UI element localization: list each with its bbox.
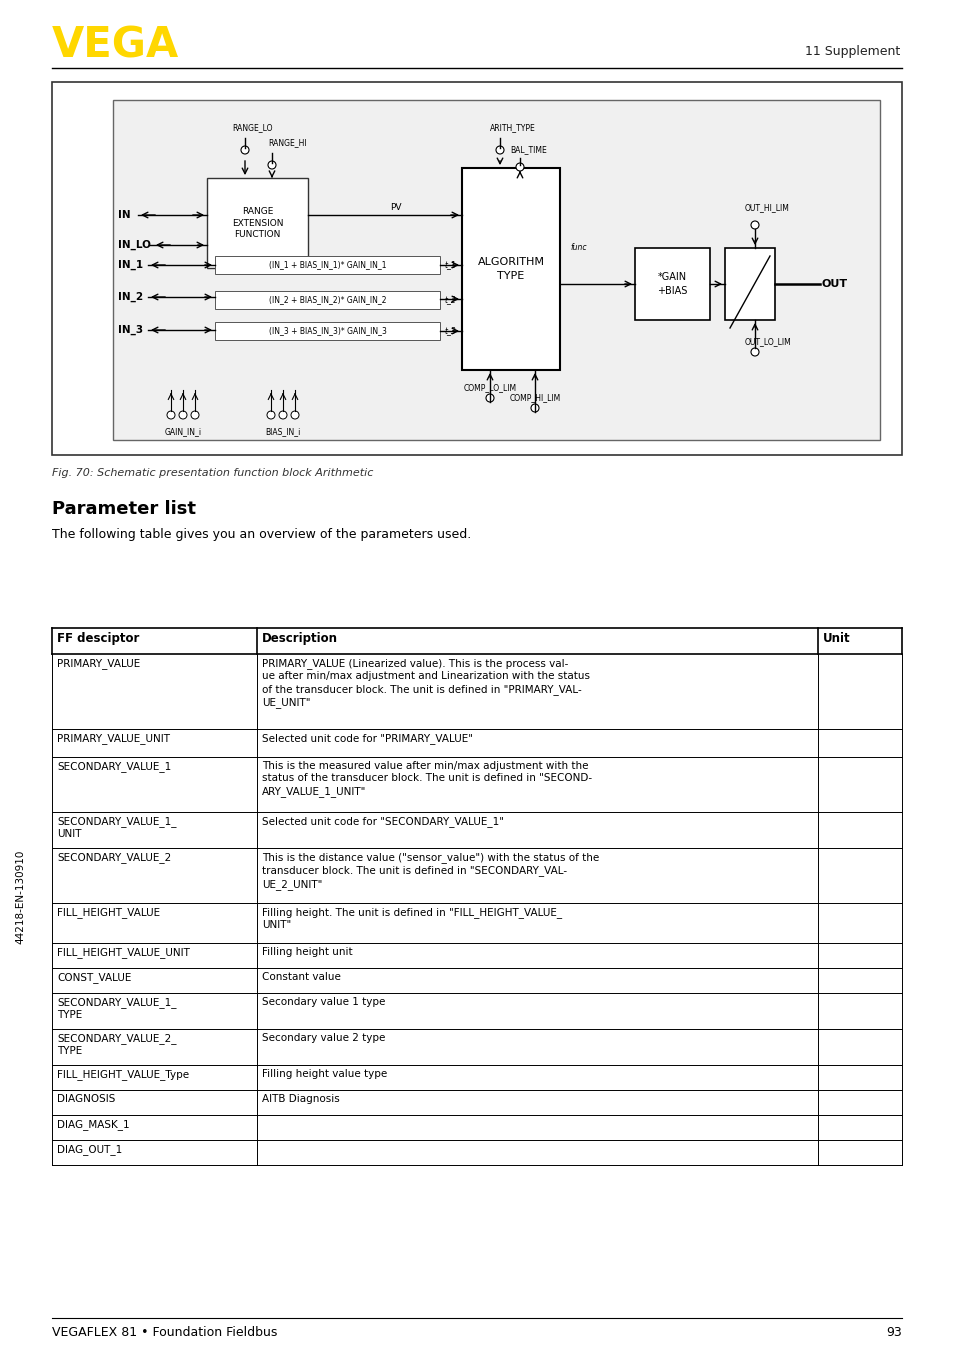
Text: SECONDARY_VALUE_1_
TYPE: SECONDARY_VALUE_1_ TYPE xyxy=(57,997,176,1021)
Circle shape xyxy=(291,412,298,418)
Text: Parameter list: Parameter list xyxy=(52,500,195,519)
Text: SECONDARY_VALUE_1_
UNIT: SECONDARY_VALUE_1_ UNIT xyxy=(57,816,176,839)
Bar xyxy=(214,256,439,274)
Text: DIAG_MASK_1: DIAG_MASK_1 xyxy=(57,1118,130,1129)
Text: PRIMARY_VALUE_UNIT: PRIMARY_VALUE_UNIT xyxy=(57,733,170,743)
Bar xyxy=(214,291,439,309)
Text: (IN_1 + BIAS_IN_1)* GAIN_IN_1: (IN_1 + BIAS_IN_1)* GAIN_IN_1 xyxy=(269,260,386,269)
Text: This is the measured value after min/max adjustment with the
status of the trans: This is the measured value after min/max… xyxy=(262,761,592,796)
Text: RANGE
EXTENSION
FUNCTION: RANGE EXTENSION FUNCTION xyxy=(232,207,283,240)
Circle shape xyxy=(268,161,275,169)
Text: Fig. 70: Schematic presentation function block Arithmetic: Fig. 70: Schematic presentation function… xyxy=(52,468,373,478)
Text: RANGE_HI: RANGE_HI xyxy=(268,138,306,148)
Text: Secondary value 2 type: Secondary value 2 type xyxy=(262,1033,385,1043)
Text: SECONDARY_VALUE_2: SECONDARY_VALUE_2 xyxy=(57,852,172,862)
Text: Filling height unit: Filling height unit xyxy=(262,946,353,957)
Text: (IN_3 + BIAS_IN_3)* GAIN_IN_3: (IN_3 + BIAS_IN_3)* GAIN_IN_3 xyxy=(269,326,386,336)
Text: BIAS_IN_i: BIAS_IN_i xyxy=(265,428,300,436)
Text: OUT_LO_LIM: OUT_LO_LIM xyxy=(744,337,791,347)
Text: Constant value: Constant value xyxy=(262,972,340,982)
Bar xyxy=(52,83,901,455)
Text: ARITH_TYPE: ARITH_TYPE xyxy=(490,123,536,133)
Text: Selected unit code for "⁣SECONDARY_VALUE_1": Selected unit code for "⁣SECONDARY_VALUE… xyxy=(262,816,503,827)
Circle shape xyxy=(485,394,494,402)
Text: FILL_HEIGHT_VALUE: FILL_HEIGHT_VALUE xyxy=(57,907,160,918)
Text: Selected unit code for "⁣PRIMARY_VALUE": Selected unit code for "⁣PRIMARY_VALUE" xyxy=(262,733,473,743)
Text: 93: 93 xyxy=(885,1326,901,1339)
Text: t_2: t_2 xyxy=(444,295,456,305)
Text: FILL_HEIGHT_VALUE_UNIT: FILL_HEIGHT_VALUE_UNIT xyxy=(57,946,190,957)
Text: IN_2: IN_2 xyxy=(118,292,143,302)
Text: Unit: Unit xyxy=(822,632,850,645)
Text: VEGA: VEGA xyxy=(52,24,179,66)
Text: RANGE_LO: RANGE_LO xyxy=(232,123,273,133)
Text: FF desciptor: FF desciptor xyxy=(57,632,139,645)
Bar xyxy=(635,248,709,320)
Text: AITB Diagnosis: AITB Diagnosis xyxy=(262,1094,339,1104)
Text: Description: Description xyxy=(262,632,337,645)
Text: Filling height value type: Filling height value type xyxy=(262,1070,387,1079)
Bar xyxy=(214,322,439,340)
Text: The following table gives you an overview of the parameters used.: The following table gives you an overvie… xyxy=(52,528,471,542)
Text: IN_3: IN_3 xyxy=(118,325,143,336)
Text: COMP_LO_LIM: COMP_LO_LIM xyxy=(463,383,516,393)
Text: CONST_VALUE: CONST_VALUE xyxy=(57,972,132,983)
Bar xyxy=(112,100,879,440)
Text: Filling height. The unit is defined in "⁣FILL_HEIGHT_VALUE_
UNIT": Filling height. The unit is defined in "… xyxy=(262,907,561,930)
Text: func: func xyxy=(569,244,586,252)
Text: *GAIN
+BIAS: *GAIN +BIAS xyxy=(657,272,687,295)
Text: BAL_TIME: BAL_TIME xyxy=(510,145,546,154)
Text: This is the distance value ("⁣sensor_value") with the status of the
transducer b: This is the distance value ("⁣sensor_val… xyxy=(262,852,598,890)
Bar xyxy=(461,168,559,370)
Text: GAIN_IN_i: GAIN_IN_i xyxy=(164,428,201,436)
Text: PRIMARY_VALUE: PRIMARY_VALUE xyxy=(57,658,140,669)
Circle shape xyxy=(496,146,503,154)
Text: COMP_HI_LIM: COMP_HI_LIM xyxy=(509,394,560,402)
Text: t_3: t_3 xyxy=(444,326,456,336)
Circle shape xyxy=(191,412,199,418)
Text: SECONDARY_VALUE_1: SECONDARY_VALUE_1 xyxy=(57,761,172,772)
Text: SECONDARY_VALUE_2_
TYPE: SECONDARY_VALUE_2_ TYPE xyxy=(57,1033,176,1056)
Text: OUT: OUT xyxy=(821,279,847,288)
Circle shape xyxy=(167,412,174,418)
Text: 44218-EN-130910: 44218-EN-130910 xyxy=(15,849,25,944)
Text: PRIMARY_VALUE (Linearized value). This is the process val-
ue after min/max adju: PRIMARY_VALUE (Linearized value). This i… xyxy=(262,658,589,708)
Text: 11 Supplement: 11 Supplement xyxy=(804,45,899,58)
Text: IN_1: IN_1 xyxy=(118,260,143,271)
Text: t_1: t_1 xyxy=(444,260,456,269)
Bar xyxy=(724,248,774,320)
Text: PV: PV xyxy=(390,203,401,213)
Text: FILL_HEIGHT_VALUE_Type: FILL_HEIGHT_VALUE_Type xyxy=(57,1070,189,1080)
Circle shape xyxy=(531,403,538,412)
Circle shape xyxy=(267,412,274,418)
Text: DIAGNOSIS: DIAGNOSIS xyxy=(57,1094,115,1104)
Text: DIAG_OUT_1: DIAG_OUT_1 xyxy=(57,1144,122,1155)
Circle shape xyxy=(179,412,187,418)
Circle shape xyxy=(516,162,523,171)
Circle shape xyxy=(241,146,249,154)
Text: (IN_2 + BIAS_IN_2)* GAIN_IN_2: (IN_2 + BIAS_IN_2)* GAIN_IN_2 xyxy=(269,295,386,305)
Text: OUT_HI_LIM: OUT_HI_LIM xyxy=(744,203,789,213)
Text: IN_LO: IN_LO xyxy=(118,240,151,250)
Bar xyxy=(207,177,308,268)
Text: Secondary value 1 type: Secondary value 1 type xyxy=(262,997,385,1007)
Circle shape xyxy=(750,221,759,229)
Circle shape xyxy=(278,412,287,418)
Text: VEGAFLEX 81 • Foundation Fieldbus: VEGAFLEX 81 • Foundation Fieldbus xyxy=(52,1326,277,1339)
Text: ALGORITHM
TYPE: ALGORITHM TYPE xyxy=(477,257,544,282)
Circle shape xyxy=(750,348,759,356)
Text: IN: IN xyxy=(118,210,131,219)
